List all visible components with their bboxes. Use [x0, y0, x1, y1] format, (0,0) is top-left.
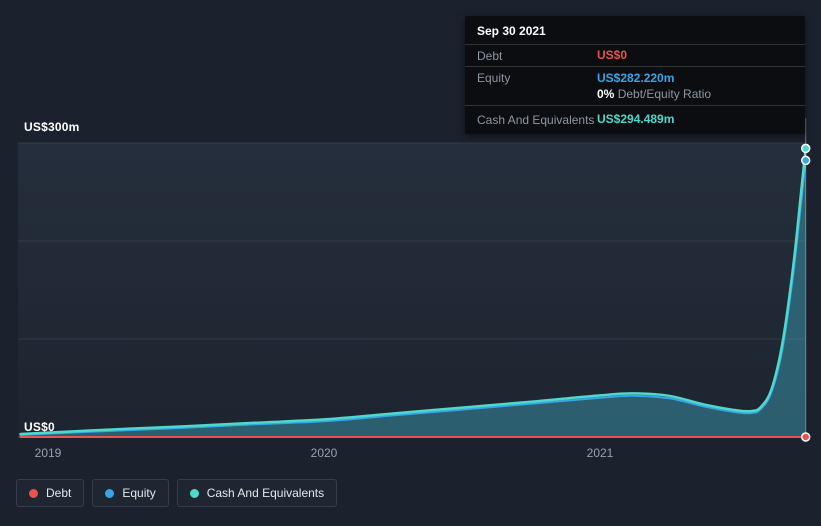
- y-axis-label-min: US$0: [24, 420, 55, 434]
- tooltip-cash-value: US$294.489m: [597, 112, 675, 126]
- cash-series-dot-icon: [189, 488, 199, 498]
- chart-tooltip: Sep 30 2021 Debt US$0 Equity US$282.220m…: [465, 16, 805, 134]
- legend-cash-label: Cash And Equivalents: [206, 486, 325, 500]
- tooltip-date: Sep 30 2021: [465, 16, 805, 45]
- tooltip-row-cash: Cash And Equivalents US$294.489m: [465, 106, 805, 134]
- ratio-caption: Debt/Equity Ratio: [617, 87, 712, 101]
- equity-series-dot-icon: [105, 488, 115, 498]
- ratio-percent: 0%: [597, 87, 615, 101]
- x-tick-2019: 2019: [34, 446, 62, 460]
- y-axis-label-max: US$300m: [24, 120, 80, 134]
- legend-item-equity[interactable]: Equity: [92, 479, 169, 507]
- legend-item-cash[interactable]: Cash And Equivalents: [176, 479, 338, 507]
- tooltip-equity-label: Equity: [477, 71, 511, 85]
- legend-item-debt[interactable]: Debt: [16, 479, 85, 507]
- tooltip-equity-value: US$282.220m: [597, 71, 675, 85]
- tooltip-debt-equity-ratio: 0% Debt/Equity Ratio: [597, 86, 711, 102]
- x-tick-2020: 2020: [310, 446, 338, 460]
- tooltip-row-equity: Equity US$282.220m 0% Debt/Equity Ratio: [465, 67, 805, 106]
- legend-debt-label: Debt: [46, 486, 72, 500]
- chart-legend: Debt Equity Cash And Equivalents: [16, 479, 338, 507]
- tooltip-row-debt: Debt US$0: [465, 45, 805, 67]
- tooltip-debt-value: US$0: [597, 48, 628, 62]
- tooltip-equity-values: US$282.220m 0% Debt/Equity Ratio: [597, 70, 711, 102]
- debt-series-dot-icon: [29, 488, 38, 498]
- x-tick-2021: 2021: [586, 446, 614, 460]
- tooltip-cash-label: Cash And Equivalents: [477, 113, 595, 127]
- legend-equity-label: Equity: [122, 486, 156, 500]
- tooltip-debt-label: Debt: [477, 49, 503, 63]
